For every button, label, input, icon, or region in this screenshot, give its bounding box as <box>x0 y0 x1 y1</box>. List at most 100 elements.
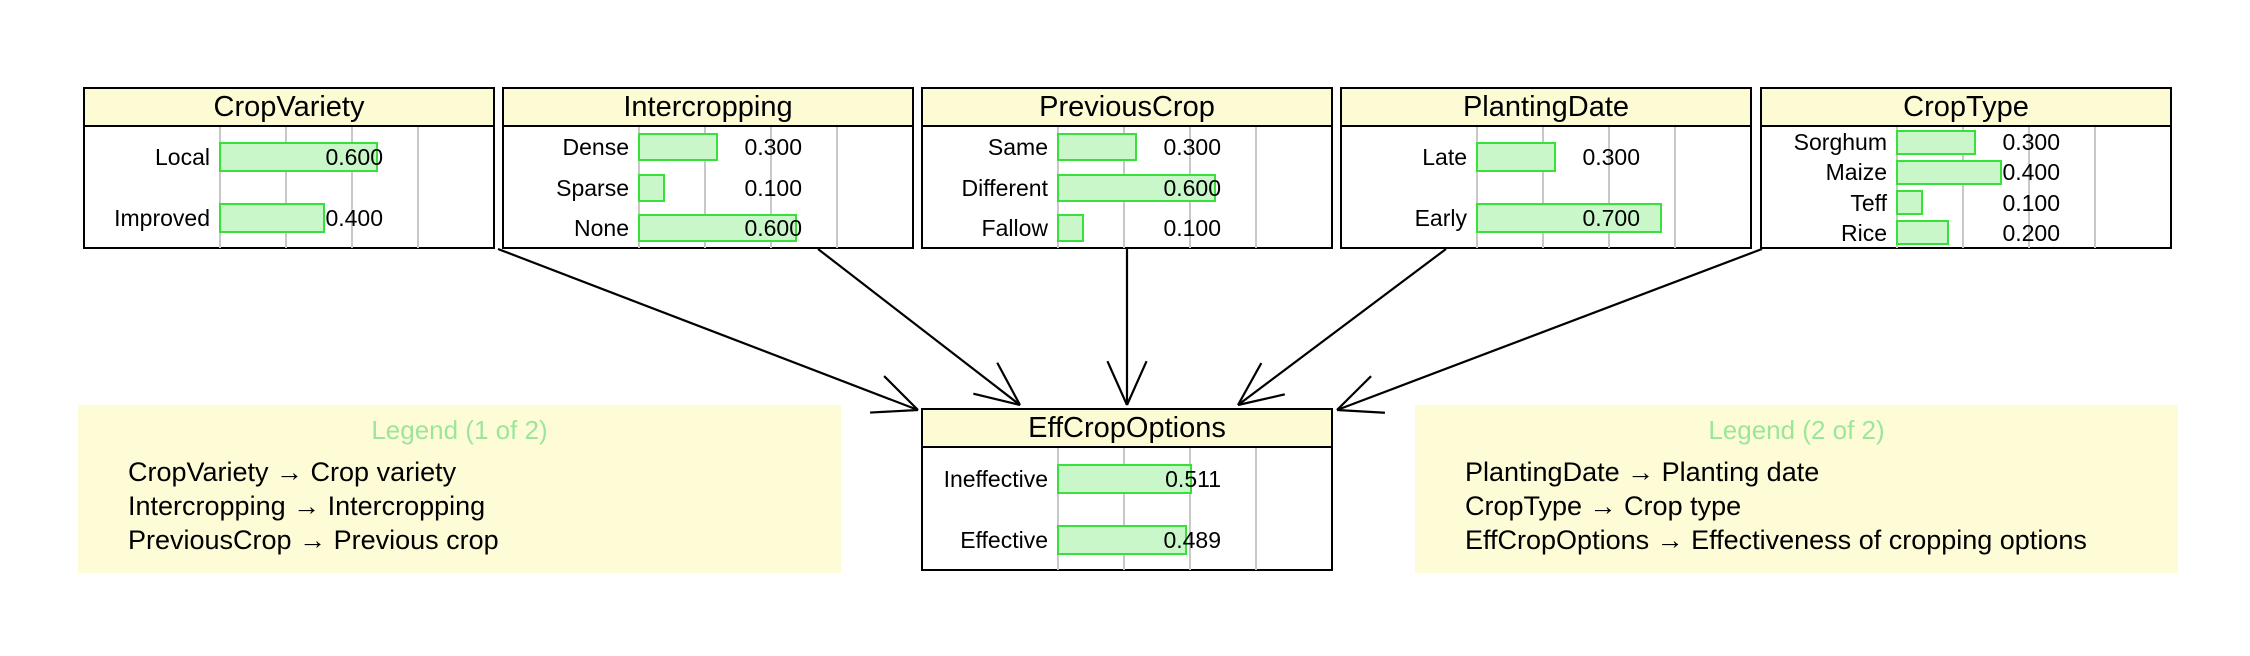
node-cropvariety[interactable]: CropVariety Local 0.600 Improved 0.400 <box>83 87 495 249</box>
grid-line <box>1608 127 1610 248</box>
legend-1: Legend (1 of 2) CropVariety → Crop variet… <box>78 405 841 573</box>
node-body: Late 0.300 Early 0.700 <box>1342 127 1750 248</box>
arrowhead <box>883 375 919 411</box>
legend-entry: PlantingDate → Planting date <box>1465 457 1820 487</box>
state-label: Dense <box>562 134 629 161</box>
grid-line <box>1962 127 1964 248</box>
arrowhead <box>996 362 1021 406</box>
node-previouscrop[interactable]: PreviousCrop Same 0.300 Different 0.600 Fallo… <box>921 87 1333 249</box>
probability-bar <box>638 173 665 202</box>
legend-entry: EffCropOptions → Effectiveness of croppi… <box>1465 525 2087 555</box>
state-label: Late <box>1422 144 1467 171</box>
grid-line <box>1896 127 1898 248</box>
grid-line <box>1542 127 1544 248</box>
state-label: Teff <box>1850 189 1887 216</box>
probability-bar <box>1896 190 1923 216</box>
legend-entry: PreviousCrop → Previous crop <box>128 525 499 555</box>
grid-line <box>219 127 221 248</box>
node-body: Local 0.600 Improved 0.400 <box>85 127 493 248</box>
probability-bar <box>1057 213 1084 242</box>
state-value: 0.400 <box>2002 159 2060 186</box>
probability-bar <box>1476 202 1662 233</box>
state-value: 0.300 <box>1163 134 1221 161</box>
edge-cropvariety-to-effcropoptions <box>497 247 919 412</box>
probability-bar <box>1057 524 1187 555</box>
state-value: 0.400 <box>325 204 383 231</box>
edge-intercropping-to-effcropoptions <box>817 248 1021 406</box>
state-value: 0.300 <box>1582 144 1640 171</box>
state-value: 0.200 <box>2002 219 2060 246</box>
legend-entry: Intercropping → Intercropping <box>128 491 486 521</box>
state-label: Ineffective <box>943 465 1048 492</box>
state-label: Different <box>961 174 1048 201</box>
grid-line <box>704 127 706 248</box>
grid-line <box>285 127 287 248</box>
probability-bar <box>1896 129 1976 155</box>
legend-2: Legend (2 of 2) PlantingDate → Planting d… <box>1415 405 2178 573</box>
node-effcropoptions[interactable]: EffCropOptions Ineffective 0.511 Effective 0… <box>921 408 1333 571</box>
state-value: 0.100 <box>1163 214 1221 241</box>
node-plantingdate[interactable]: PlantingDate Late 0.300 Early 0.700 <box>1340 87 1752 249</box>
state-label: Sparse <box>556 174 629 201</box>
state-label: Maize <box>1825 159 1887 186</box>
grid-line <box>1255 127 1257 248</box>
state-label: Improved <box>114 204 210 231</box>
node-title: Intercropping <box>504 89 912 127</box>
node-title: CropType <box>1762 89 2170 127</box>
arrowhead <box>1336 375 1372 411</box>
grid-line <box>836 127 838 248</box>
legend-entry: CropType → Crop type <box>1465 491 1742 521</box>
state-value: 0.300 <box>2002 129 2060 156</box>
state-value: 0.600 <box>1163 174 1221 201</box>
probability-bar <box>1476 142 1556 173</box>
probability-bar <box>638 133 718 162</box>
arrowhead <box>1125 360 1148 406</box>
legend-title: Legend (2 of 2) <box>1708 415 1885 445</box>
node-title: PlantingDate <box>1342 89 1750 127</box>
grid-line <box>417 127 419 248</box>
grid-line <box>1057 448 1059 570</box>
arrowhead <box>870 408 919 414</box>
arrowhead <box>1237 393 1286 407</box>
state-value: 0.600 <box>744 214 802 241</box>
arrowhead <box>973 392 1021 407</box>
probability-bar <box>219 142 378 173</box>
state-label: None <box>574 214 629 241</box>
grid-line <box>1476 127 1478 248</box>
probability-bar <box>219 202 325 233</box>
node-title: EffCropOptions <box>923 410 1331 448</box>
node-body: Same 0.300 Different 0.600 Fallow 0.100 <box>923 127 1331 248</box>
probability-bar <box>1057 463 1193 494</box>
arrowhead <box>1106 360 1129 406</box>
probability-bar <box>1896 220 1949 246</box>
arrowhead <box>1336 408 1385 414</box>
node-intercropping[interactable]: Intercropping Dense 0.300 Sparse 0.100 None 0.… <box>502 87 914 249</box>
probability-bar <box>1057 133 1137 162</box>
arrowhead <box>1237 362 1263 406</box>
grid-line <box>1189 448 1191 570</box>
state-value: 0.511 <box>1165 465 1221 492</box>
node-croptype[interactable]: CropType Sorghum 0.300 Maize 0.400 Teff 0.100 R… <box>1760 87 2172 249</box>
state-value: 0.489 <box>1163 526 1221 553</box>
node-title: PreviousCrop <box>923 89 1331 127</box>
node-body: Dense 0.300 Sparse 0.100 None 0.600 <box>504 127 912 248</box>
state-value: 0.600 <box>325 144 383 171</box>
state-value: 0.700 <box>1582 204 1640 231</box>
edge-plantingdate-to-effcropoptions <box>1237 248 1447 406</box>
state-label: Local <box>155 144 210 171</box>
probability-bar <box>1896 159 2002 185</box>
state-label: Early <box>1414 204 1467 231</box>
state-value: 0.300 <box>744 134 802 161</box>
probability-bar <box>1057 173 1216 202</box>
grid-line <box>770 127 772 248</box>
node-title: CropVariety <box>85 89 493 127</box>
edge-croptype-to-effcropoptions <box>1336 247 1763 412</box>
state-label: Same <box>987 134 1048 161</box>
state-label: Rice <box>1840 219 1887 246</box>
grid-line <box>2028 127 2030 248</box>
grid-line <box>1255 448 1257 570</box>
grid-line <box>1123 448 1125 570</box>
grid-line <box>2094 127 2096 248</box>
